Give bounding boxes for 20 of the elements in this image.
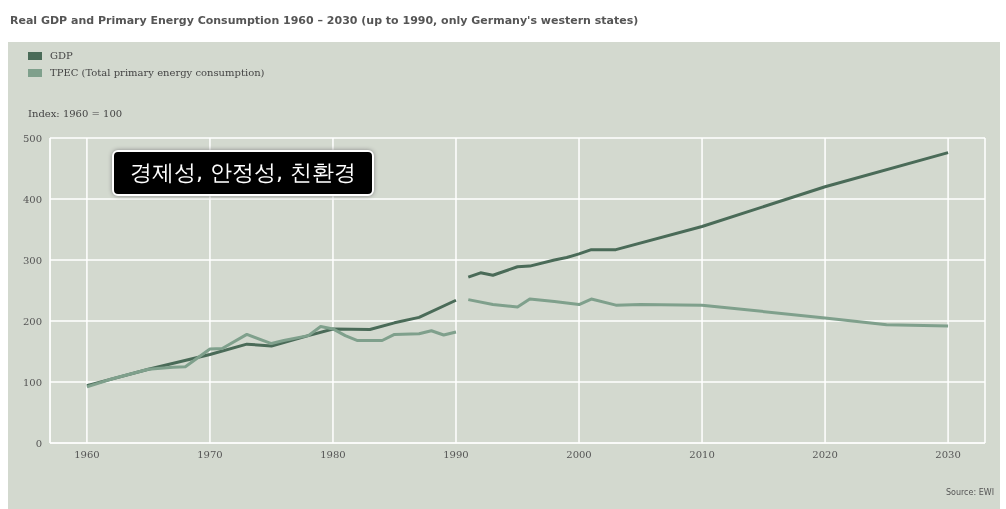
chart-title: Real GDP and Primary Energy Consumption 1960 – 2030 (up to 1990, only Germany's western states) — [10, 14, 639, 27]
y-tick-label: 200 — [22, 315, 42, 327]
x-tick-label: 2030 — [935, 449, 961, 461]
x-tick-label: 2010 — [689, 449, 715, 461]
y-tick-label: 100 — [22, 376, 42, 388]
y-tick-label: 0 — [35, 437, 42, 449]
x-tick-label: 2000 — [566, 449, 592, 461]
y-axis-title: Index: 1960 = 100 — [28, 108, 123, 119]
y-tick-label: 300 — [22, 254, 42, 266]
legend-label: GDP — [50, 50, 73, 61]
x-tick-label: 1960 — [74, 449, 100, 461]
legend-label: TPEC (Total primary energy consumption) — [50, 67, 265, 78]
x-tick-label: 2020 — [812, 449, 838, 461]
x-tick-label: 1980 — [320, 449, 346, 461]
y-tick-label: 400 — [22, 193, 42, 205]
x-tick-label: 1970 — [197, 449, 223, 461]
source-note: Source: EWI — [945, 488, 994, 497]
annotation: 경제성, 안정성, 친환경 — [112, 150, 374, 196]
y-tick-label: 500 — [22, 132, 42, 144]
x-tick-label: 1990 — [443, 449, 469, 461]
